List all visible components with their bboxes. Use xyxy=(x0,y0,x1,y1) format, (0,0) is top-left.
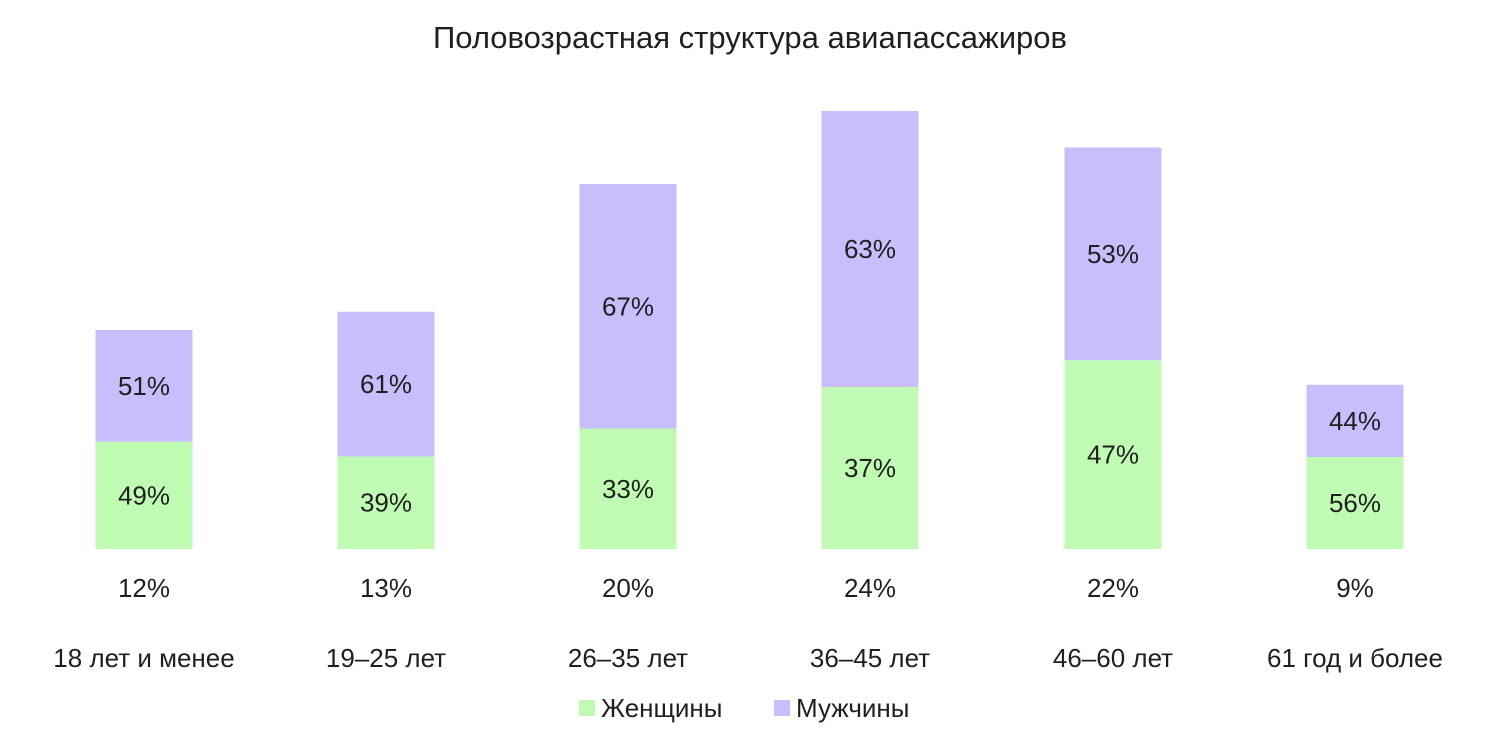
category-share-label: 13% xyxy=(360,573,412,603)
data-label-women: 47% xyxy=(1087,440,1139,470)
legend-label-men: Мужчины xyxy=(796,693,909,723)
bar-segment-men xyxy=(95,330,193,442)
data-label-women: 56% xyxy=(1329,488,1381,518)
bar-segment-men xyxy=(1064,147,1162,361)
x-tick-label: 46–60 лет xyxy=(1053,643,1173,673)
x-tick-label: 19–25 лет xyxy=(326,643,446,673)
bar-segment-women xyxy=(1306,457,1404,549)
category-share-label: 9% xyxy=(1336,573,1374,603)
bar-segment-men xyxy=(1306,384,1404,458)
legend: Женщины Мужчины xyxy=(579,693,909,723)
legend-label-women: Женщины xyxy=(601,693,722,723)
category-share-label: 20% xyxy=(602,573,654,603)
chart-title: Половозрастная структура авиапассажиров xyxy=(433,20,1067,55)
data-label-men: 53% xyxy=(1087,239,1139,269)
data-label-women: 37% xyxy=(844,453,896,483)
category-share-label: 22% xyxy=(1087,573,1139,603)
data-label-men: 61% xyxy=(360,369,412,399)
data-label-women: 39% xyxy=(360,488,412,518)
data-label-men: 67% xyxy=(602,291,654,321)
data-label-men: 51% xyxy=(118,371,170,401)
bar-segment-women xyxy=(95,441,193,549)
bar-segment-women xyxy=(337,456,435,549)
x-tick-label: 36–45 лет xyxy=(810,643,930,673)
bar-segment-women xyxy=(579,428,677,549)
category-share-label: 12% xyxy=(118,573,170,603)
bar-segment-men xyxy=(337,311,435,457)
data-label-men: 63% xyxy=(844,234,896,264)
data-label-women: 49% xyxy=(118,480,170,510)
bar-segment-men xyxy=(821,111,919,387)
x-tick-label: 18 лет и менее xyxy=(53,643,234,673)
bar-segment-men xyxy=(579,184,677,429)
category-share-label: 24% xyxy=(844,573,896,603)
legend-swatch-women xyxy=(579,700,595,716)
legend-swatch-men xyxy=(774,700,790,716)
bar-segment-women xyxy=(1064,360,1162,549)
bar-segment-women xyxy=(821,386,919,549)
data-label-women: 33% xyxy=(602,474,654,504)
x-tick-label: 26–35 лет xyxy=(568,643,688,673)
bars-group: 49% 51% 12% 18 лет и менее 39% 61% 13% 19–25 ле… xyxy=(53,111,1443,673)
data-label-men: 44% xyxy=(1329,406,1381,436)
x-tick-label: 61 год и более xyxy=(1267,643,1443,673)
